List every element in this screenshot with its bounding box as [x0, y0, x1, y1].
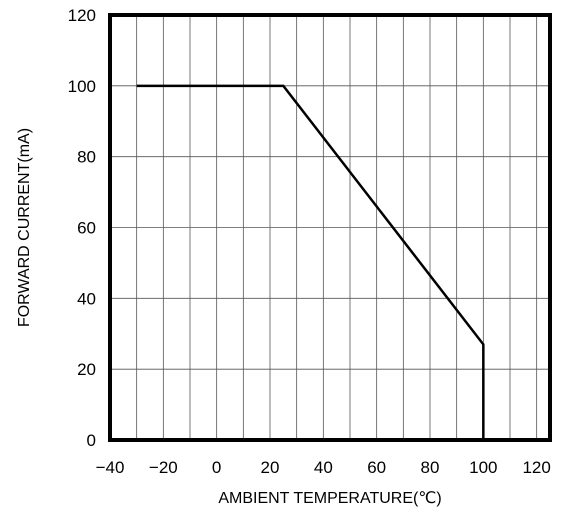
x-tick-label: −40 [96, 458, 125, 477]
plot-frame [108, 13, 552, 442]
x-tick-label: 0 [212, 458, 221, 477]
y-tick-label: 20 [77, 360, 96, 379]
x-tick-label: 120 [522, 458, 550, 477]
x-tick-labels: −40 −20 0 20 40 60 80 100 120 [96, 458, 551, 477]
x-tick-label: 40 [314, 458, 333, 477]
x-tick-label: 20 [261, 458, 280, 477]
y-axis-label: FORWARD CURRENT(mA) [16, 128, 33, 327]
x-tick-label: −20 [149, 458, 178, 477]
series-layer [136, 84, 485, 440]
y-tick-label: 120 [68, 6, 96, 25]
y-tick-label: 60 [77, 219, 96, 238]
y-tick-labels: 0 20 40 60 80 100 120 [68, 6, 96, 450]
x-tick-label: 60 [367, 458, 386, 477]
y-tick-label: 100 [68, 77, 96, 96]
x-axis-label: AMBIENT TEMPERATURE(℃) [218, 490, 441, 507]
x-tick-label: 100 [469, 458, 497, 477]
series-line-1 [136, 84, 485, 440]
y-tick-label: 40 [77, 289, 96, 308]
y-tick-label: 80 [77, 148, 96, 167]
y-tick-label: 0 [87, 431, 96, 450]
x-tick-label: 80 [421, 458, 440, 477]
